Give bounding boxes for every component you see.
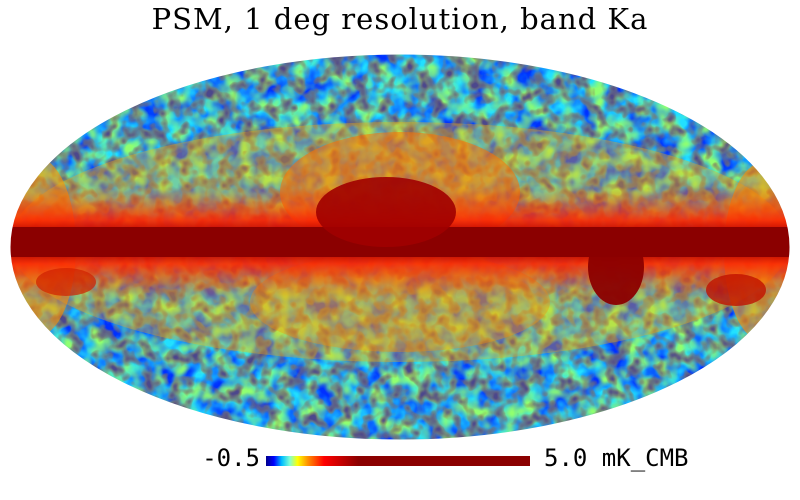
- colorbar-min-label: -0.5: [202, 444, 260, 472]
- colorbar-max-label: 5.0 mK_CMB: [544, 444, 689, 472]
- map-title: PSM, 1 deg resolution, band Ka: [151, 2, 649, 36]
- colorbar: -0.5 5.0 mK_CMB: [0, 442, 800, 478]
- sky-map: [6, 52, 794, 442]
- colorbar-gradient: [266, 456, 530, 466]
- mollweide-projection: [9, 53, 791, 441]
